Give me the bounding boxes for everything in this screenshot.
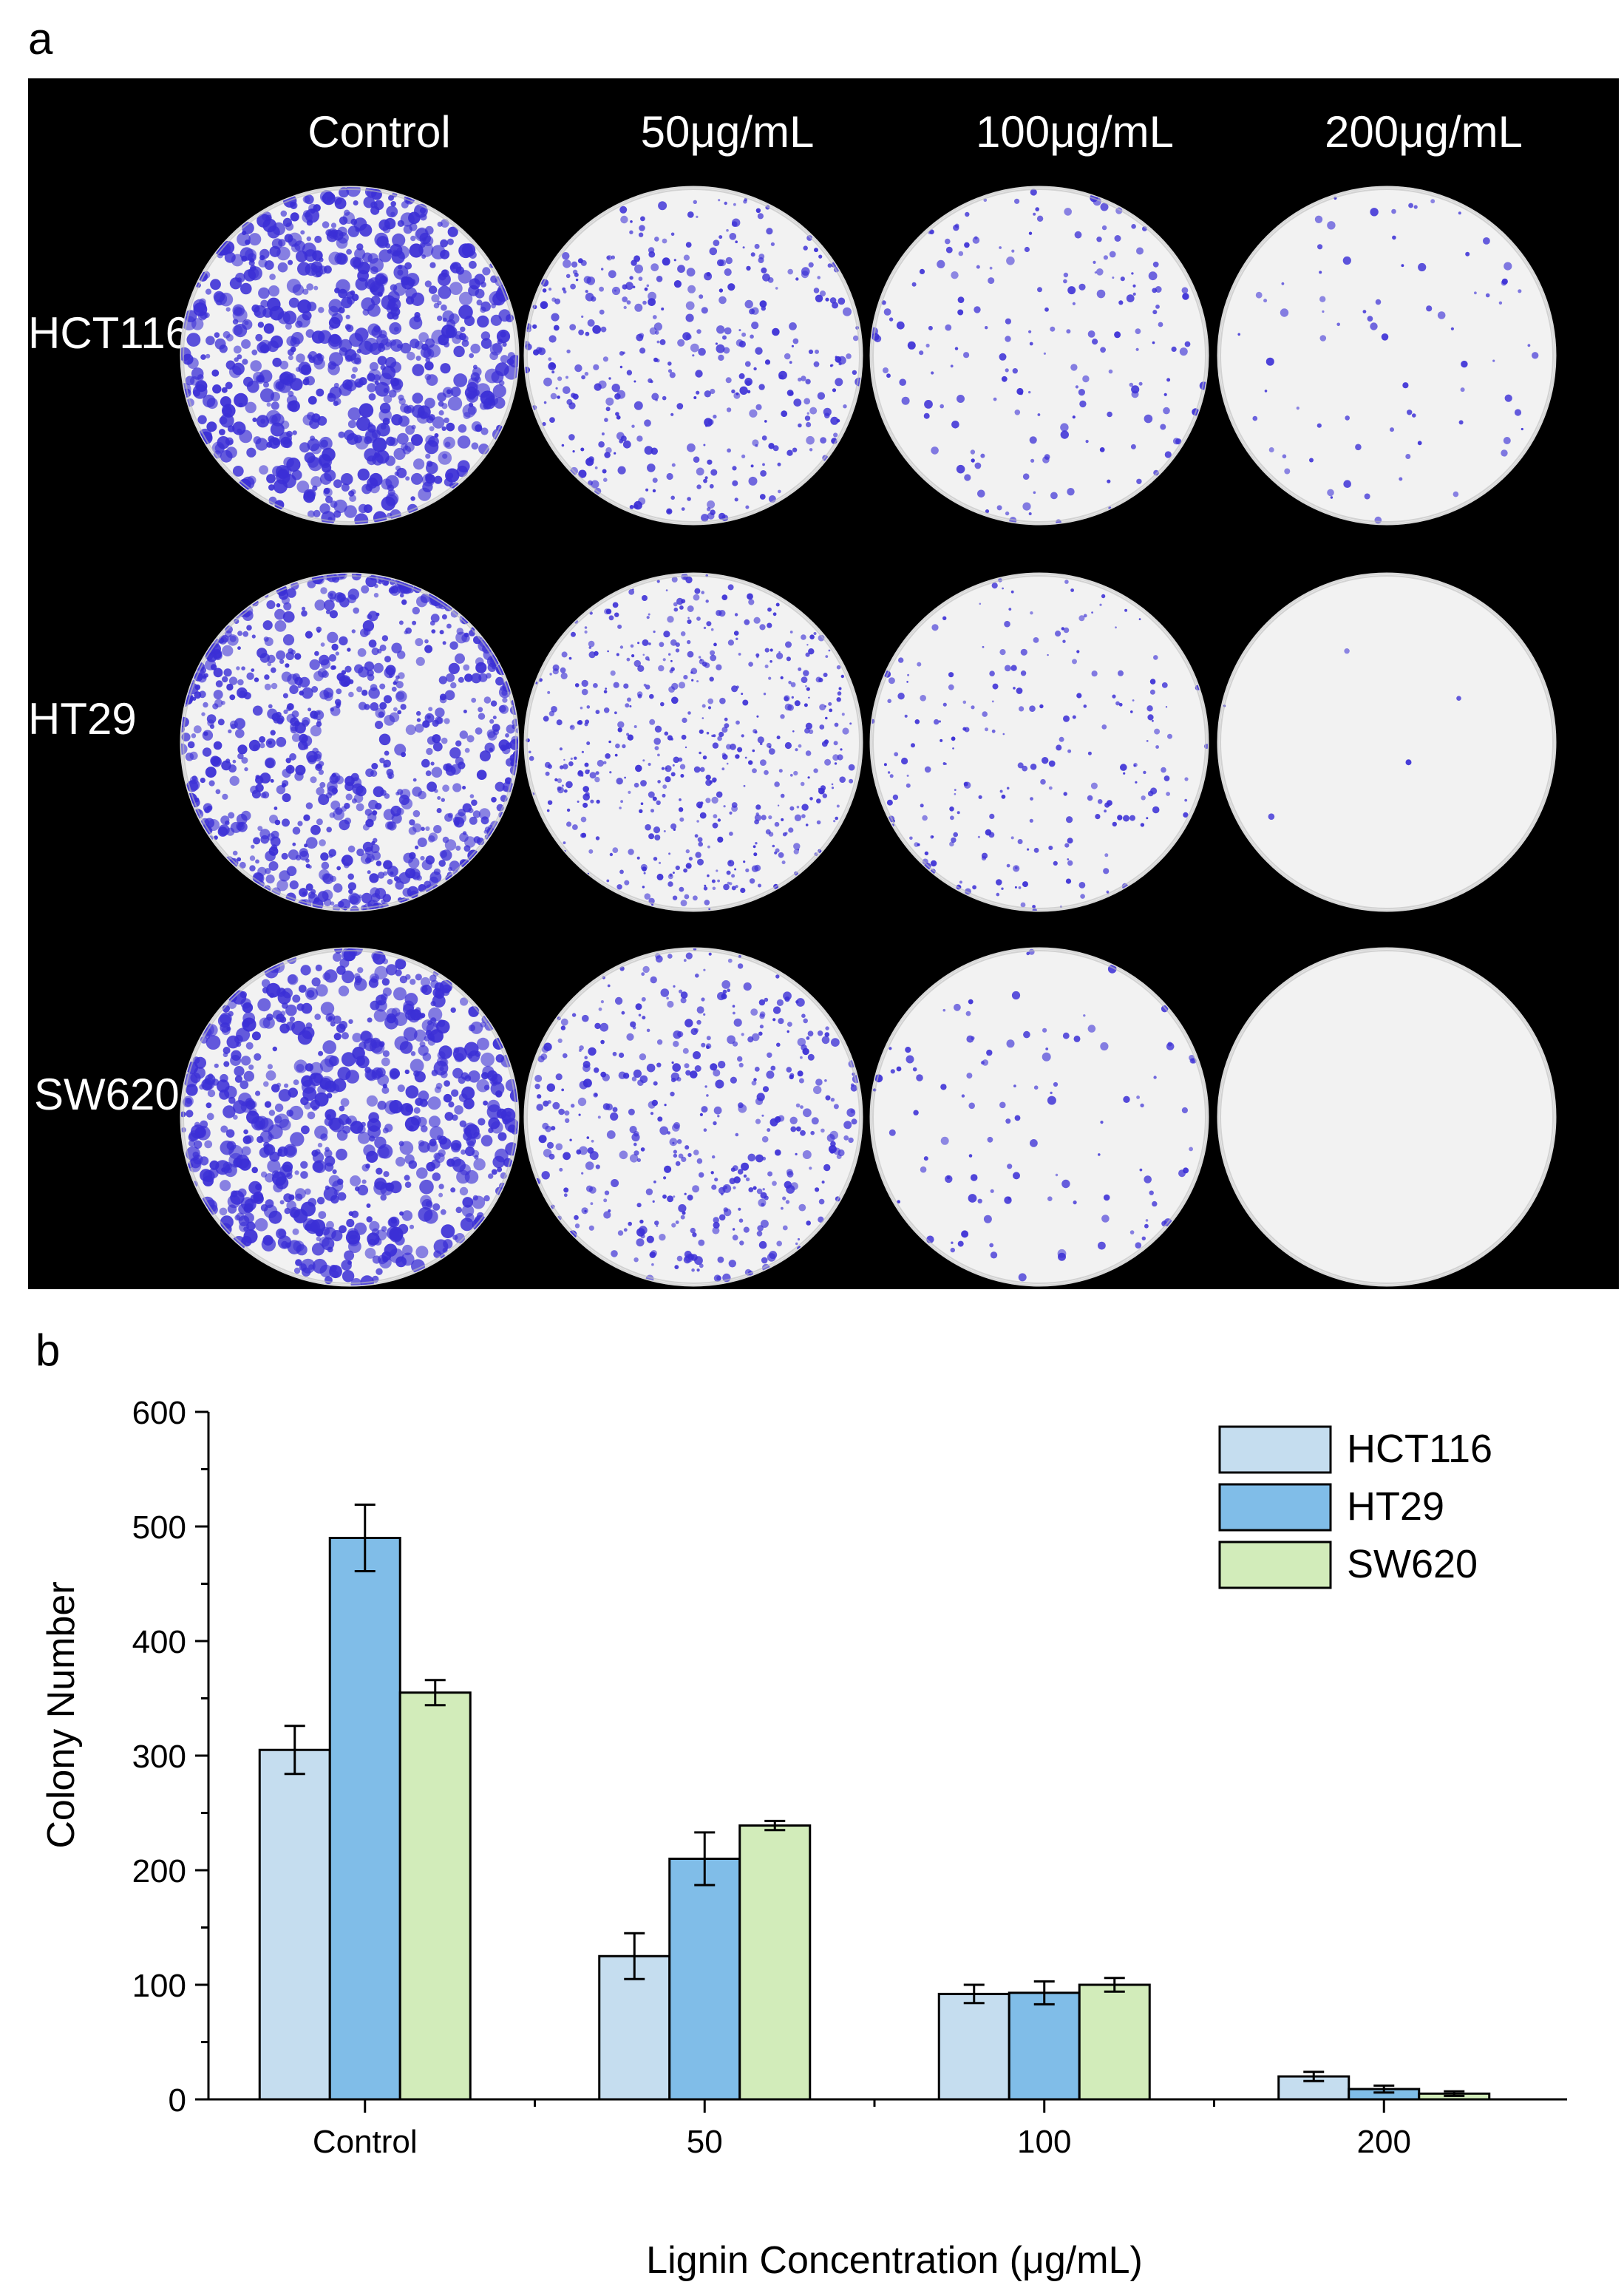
column-label-50: 50μg/mL bbox=[640, 107, 815, 157]
legend-item-hct116: HCT116 bbox=[1218, 1425, 1492, 1474]
plate-images bbox=[180, 186, 1557, 1287]
x-tick-label: Control bbox=[313, 2124, 418, 2160]
y-tick-label: 400 bbox=[132, 1624, 186, 1660]
x-tick-label: 200 bbox=[1357, 2124, 1411, 2160]
x-axis-label: Lignin Concentration (μg/mL) bbox=[646, 2239, 1143, 2282]
bar-sw620-control bbox=[398, 1691, 472, 2101]
bar-hct116-control bbox=[258, 1748, 331, 2101]
panel-a-label: a bbox=[28, 14, 53, 64]
y-tick-label: 0 bbox=[169, 2082, 186, 2119]
plate-hct116-2 bbox=[869, 186, 1209, 526]
column-label-100: 100μg/mL bbox=[975, 107, 1175, 157]
y-tick-label: 500 bbox=[132, 1509, 186, 1546]
y-tick-label: 600 bbox=[132, 1395, 186, 1431]
error-bar-ht29-control bbox=[354, 1504, 376, 1572]
legend-label: HCT116 bbox=[1347, 1427, 1492, 1471]
y-tick-label: 300 bbox=[132, 1739, 186, 1775]
x-tick-label: 50 bbox=[687, 2124, 723, 2160]
bar-ht29-100 bbox=[1008, 1991, 1081, 2101]
error-bar-hct116-control bbox=[284, 1725, 305, 1776]
bar-sw620-50 bbox=[738, 1824, 812, 2101]
error-bar-ht29-200 bbox=[1373, 2084, 1395, 2094]
legend-swatch bbox=[1218, 1483, 1332, 1532]
bar-ht29-control bbox=[328, 1537, 401, 2101]
panel-b-label: b bbox=[35, 1325, 61, 1375]
bar-sw620-100 bbox=[1078, 1983, 1151, 2101]
error-bar-sw620-control bbox=[424, 1679, 446, 1707]
column-label-control: Control bbox=[308, 107, 451, 157]
plate-ht29-3 bbox=[1217, 572, 1557, 912]
legend-swatch bbox=[1218, 1541, 1332, 1589]
plate-ht29-1 bbox=[523, 572, 863, 912]
x-tick-label: 100 bbox=[1017, 2124, 1071, 2160]
bar-hct116-100 bbox=[937, 1992, 1010, 2101]
plate-ht29-2 bbox=[869, 572, 1209, 912]
error-bar-hct116-100 bbox=[963, 1983, 985, 2005]
error-bar-sw620-100 bbox=[1104, 1977, 1125, 1993]
plate-ht29-0 bbox=[180, 572, 520, 912]
row-label-hct116: HCT116 bbox=[28, 308, 190, 358]
bar-hct116-200 bbox=[1277, 2075, 1350, 2101]
error-bar-ht29-50 bbox=[694, 1831, 716, 1886]
plate-sw620-1 bbox=[523, 947, 863, 1287]
y-tick-label: 200 bbox=[132, 1853, 186, 1889]
plate-hct116-0 bbox=[180, 186, 520, 526]
plate-sw620-2 bbox=[869, 947, 1209, 1287]
legend-swatch bbox=[1218, 1425, 1332, 1474]
column-label-200: 200μg/mL bbox=[1324, 107, 1523, 157]
plate-hct116-1 bbox=[523, 186, 863, 526]
colony-number-bar-chart: 0 100 200 300 400 500 600 Control 50 100 200 HCT11… bbox=[40, 1395, 1567, 2282]
row-label-ht29: HT29 bbox=[28, 694, 137, 744]
error-bar-hct116-200 bbox=[1303, 2071, 1325, 2082]
bar-ht29-50 bbox=[668, 1858, 741, 2101]
colony-plate-photo-panel: Control 50μg/mL 100μg/mL 200μg/mL HCT116… bbox=[28, 78, 1619, 1289]
legend-label: SW620 bbox=[1347, 1542, 1478, 1586]
y-axis-label: Colony Number bbox=[40, 1581, 83, 1848]
legend-item-ht29: HT29 bbox=[1218, 1483, 1444, 1532]
legend-label: HT29 bbox=[1347, 1484, 1444, 1529]
y-tick-label: 100 bbox=[132, 1968, 186, 2004]
error-bar-ht29-100 bbox=[1033, 1980, 1055, 2005]
error-bar-hct116-50 bbox=[624, 1932, 645, 1980]
plate-hct116-3 bbox=[1217, 186, 1557, 526]
plate-sw620-3 bbox=[1217, 947, 1557, 1287]
error-bar-sw620-50 bbox=[764, 1819, 786, 1832]
legend-item-sw620: SW620 bbox=[1218, 1541, 1478, 1589]
error-bar-sw620-200 bbox=[1444, 2090, 1465, 2097]
row-label-sw620: SW620 bbox=[34, 1070, 180, 1119]
plate-sw620-0 bbox=[180, 947, 520, 1287]
